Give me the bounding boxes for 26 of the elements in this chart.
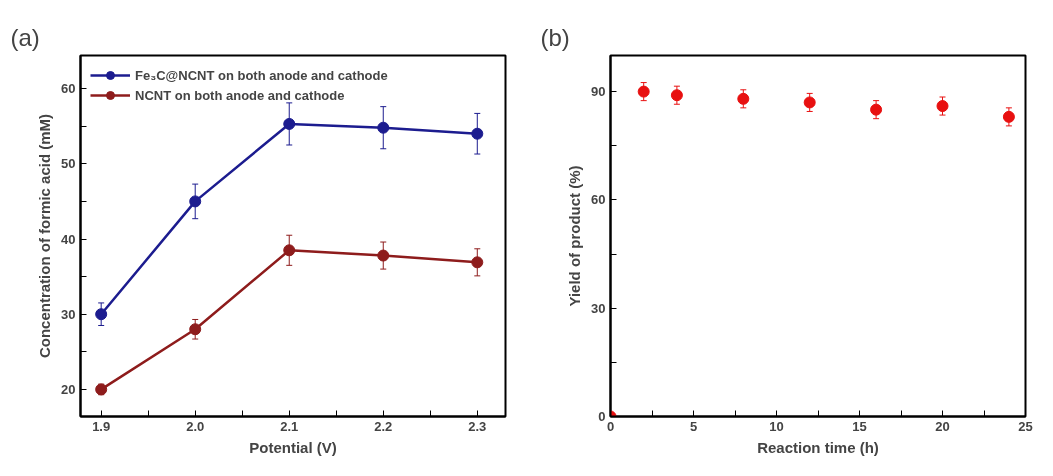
y-tick-label: 30: [61, 306, 76, 322]
x-tick-label: 2.2: [374, 418, 393, 434]
x-tick-label: 5: [689, 418, 698, 434]
x-tick-label: 10: [769, 418, 784, 434]
legend-label: NCNT on both anode and cathode: [135, 87, 345, 103]
y-tick-label: 30: [591, 300, 606, 316]
y-tick-label: 40: [61, 231, 76, 247]
y-tick-label: 60: [61, 81, 76, 97]
y-tick-label: 20: [61, 381, 76, 397]
y-tick-label: 60: [591, 192, 606, 208]
y-axis-title: Concentration of formic acid (mM): [36, 113, 54, 359]
chart-title: (a): [10, 23, 40, 51]
x-tick-label: 1.9: [92, 418, 111, 434]
x-tick-label: 2.0: [186, 418, 205, 434]
x-tick-label: 2.3: [468, 418, 487, 434]
x-axis-title: Potential (V): [249, 438, 337, 456]
x-tick-label: 20: [935, 418, 950, 434]
x-axis-title: Reaction time (h): [757, 438, 879, 456]
legend-label: Fe₃C@NCNT on both anode and cathode: [135, 67, 388, 83]
y-tick-label: 90: [591, 84, 606, 100]
x-tick-label: 2.1: [280, 418, 299, 434]
y-axis-title: Yield of product (%): [566, 165, 584, 307]
x-tick-label: 15: [852, 418, 867, 434]
x-tick-label: 25: [1018, 418, 1033, 434]
chart-title: (b): [540, 23, 570, 51]
y-tick-label: 50: [61, 156, 76, 172]
